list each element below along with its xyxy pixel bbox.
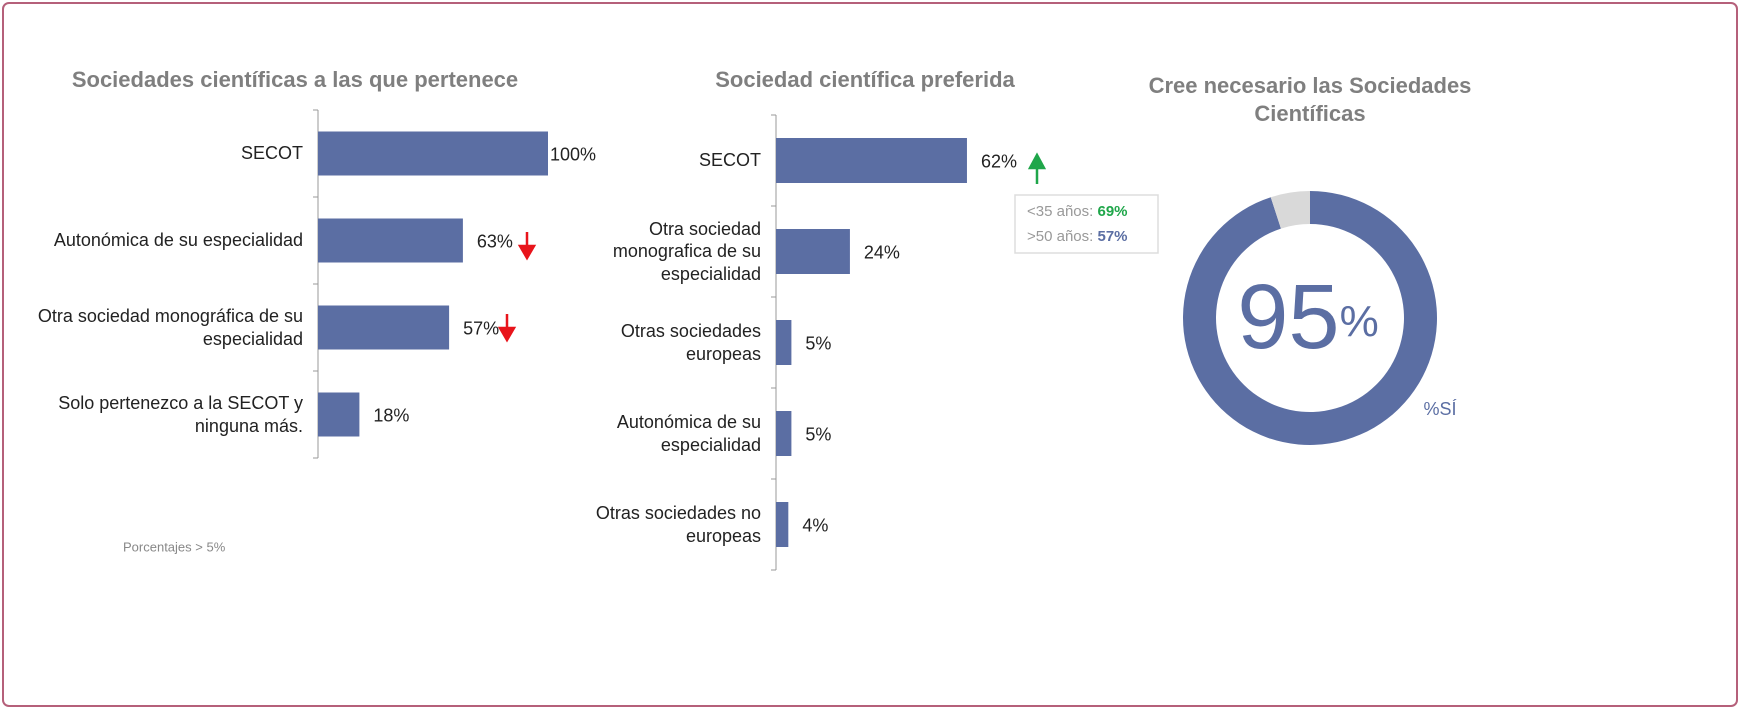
bar <box>318 392 360 437</box>
donut-segment <box>1270 191 1310 229</box>
center-number: 95 <box>1237 266 1339 368</box>
chart-title-box: Sociedades científicas a las que pertene… <box>71 67 519 92</box>
center-unit: % <box>1340 297 1379 346</box>
segment-label: %SÍ <box>1423 399 1456 419</box>
category-label-box: SECOT <box>240 143 303 164</box>
bar <box>318 131 548 176</box>
chart-title: Sociedades científicas a las que pertene… <box>71 67 519 92</box>
category-label: Otra sociedad monografica de su especial… <box>612 218 761 284</box>
value-label: 5% <box>805 333 831 353</box>
annotation-text: >50 años: <box>1027 228 1093 245</box>
annotation: >50 años: 57% <box>1027 228 1128 245</box>
category-label: SECOT <box>698 150 761 171</box>
annotation-box <box>1014 194 1159 254</box>
annotation-highlight: 57% <box>1097 228 1127 245</box>
value-label: 4% <box>802 515 828 535</box>
bar <box>776 502 789 547</box>
category-label: Autonómica de su especialidad <box>53 230 303 251</box>
category-label-box: Otras sociedades europeas <box>620 321 761 364</box>
down-arrow <box>517 232 537 261</box>
value-label: 63% <box>477 231 513 251</box>
annotation-text: <35 años: <box>1027 203 1093 220</box>
category-label: Autonómica de su especialidad <box>616 412 761 455</box>
category-label-box: Otra sociedad monografica de su especial… <box>612 218 761 284</box>
category-label-box: Otras sociedades no europeas <box>595 503 761 546</box>
value-label: 100% <box>550 144 596 164</box>
category-label-box: Autonómica de su especialidad <box>616 412 761 455</box>
value-label: 18% <box>373 405 409 425</box>
category-label-box: SECOT <box>698 150 761 171</box>
chart-title: Sociedad científica preferida <box>715 67 1015 92</box>
category-label-box: Otra sociedad monográfica de su especial… <box>37 306 303 349</box>
value-label: 5% <box>805 424 831 444</box>
category-label: Otra sociedad monográfica de su especial… <box>37 306 303 349</box>
bar <box>776 411 792 456</box>
bar <box>318 218 463 263</box>
category-label: Solo pertenezco a la SECOT y ninguna más… <box>58 393 303 436</box>
annotation-highlight: 69% <box>1097 203 1127 220</box>
chart-title-box: Cree necesario las Sociedades Científica… <box>1148 73 1472 126</box>
category-label-box: Autonómica de su especialidad <box>53 230 303 251</box>
value-label: 57% <box>463 318 499 338</box>
annotation: <35 años: 69% <box>1027 203 1128 220</box>
chart-title-box: Sociedad científica preferida <box>715 67 1015 92</box>
bar <box>776 320 792 365</box>
value-label: 62% <box>981 151 1017 171</box>
center-value: 95% <box>1237 266 1378 368</box>
value-label: 24% <box>864 242 900 262</box>
up-arrow <box>1027 152 1047 184</box>
down-arrow <box>497 314 517 343</box>
bar <box>776 138 967 183</box>
category-label-box: Solo pertenezco a la SECOT y ninguna más… <box>58 393 303 436</box>
category-label: Otras sociedades europeas <box>620 321 761 364</box>
category-label: Otras sociedades no europeas <box>595 503 761 546</box>
note: Porcentajes > 5% <box>123 539 226 554</box>
bar <box>776 229 850 274</box>
bar <box>318 305 450 350</box>
category-label: SECOT <box>240 143 303 164</box>
chart-title: Cree necesario las Sociedades Científica… <box>1148 73 1472 126</box>
